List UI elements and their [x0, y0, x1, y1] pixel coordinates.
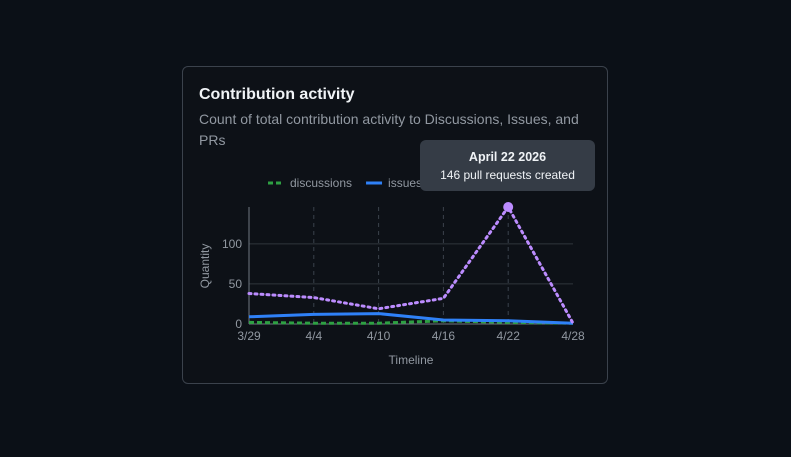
y-tick-label: 0: [235, 317, 242, 331]
series-line-discussions: [248, 319, 574, 325]
chart-axes: 0 50 100 3/29 4/4 4/10 4/16 4/22 4/28: [222, 207, 585, 343]
series-line-issues: [248, 312, 574, 325]
chart-grid: [249, 207, 573, 324]
x-tick-label: 4/28: [561, 329, 585, 343]
contribution-activity-card: Contribution activity Count of total con…: [182, 66, 608, 384]
data-point-tooltip: April 22 2026 146 pull requests created: [420, 140, 595, 191]
x-tick-label: 3/29: [237, 329, 261, 343]
card-title: Contribution activity: [199, 86, 355, 103]
x-tick-label: 4/10: [367, 329, 391, 343]
legend-label-discussions[interactable]: discussions: [290, 176, 352, 190]
series-line-pull-requests: [247, 205, 575, 325]
y-tick-label: 100: [222, 237, 242, 251]
x-tick-label: 4/22: [497, 329, 521, 343]
x-tick-label: 4/4: [305, 329, 322, 343]
x-tick-label: 4/16: [432, 329, 456, 343]
chart-series: [247, 202, 575, 325]
card-subtitle: Count of total contribution activity to …: [199, 111, 579, 148]
y-axis-label: Quantity: [198, 244, 212, 289]
x-axis-label: Timeline: [389, 353, 434, 367]
tooltip-date: April 22 2026: [468, 150, 547, 164]
legend-label-issues[interactable]: issues: [388, 176, 422, 190]
chart-legend: discussions issues: [268, 176, 422, 190]
y-tick-label: 50: [229, 277, 243, 291]
tooltip-value: 146 pull requests created: [440, 168, 575, 182]
highlighted-data-point[interactable]: [503, 202, 514, 212]
